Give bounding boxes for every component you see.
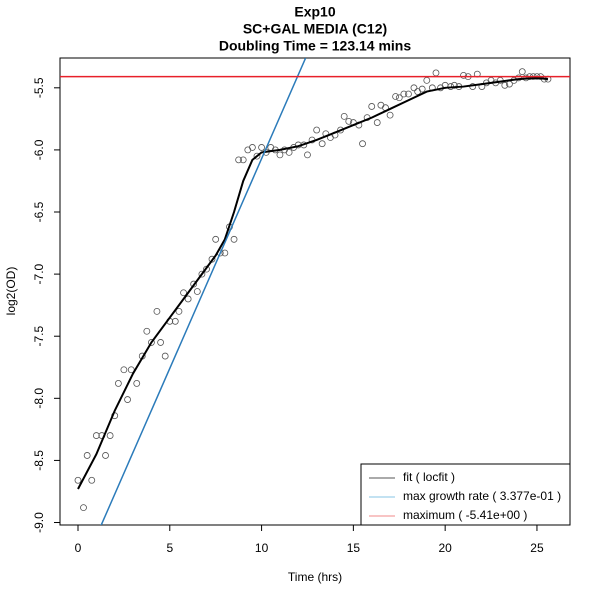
data-point — [418, 85, 426, 93]
x-tick-label: 0 — [75, 541, 82, 555]
y-tick-label: -8.0 — [32, 388, 46, 409]
data-point — [180, 289, 187, 297]
data-point — [450, 81, 458, 89]
data-point — [460, 71, 467, 79]
x-tick-label: 5 — [166, 541, 173, 555]
data-point — [304, 151, 311, 159]
data-point — [193, 288, 201, 295]
data-point — [345, 117, 353, 125]
y-tick-label: -5.5 — [32, 77, 46, 98]
data-point — [392, 93, 399, 100]
data-point — [515, 74, 522, 82]
data-point — [120, 366, 128, 374]
data-point — [212, 235, 220, 243]
data-point — [148, 339, 155, 346]
legend-box — [360, 463, 571, 526]
series-line — [100, 58, 307, 525]
data-point — [74, 476, 82, 484]
data-point — [253, 152, 261, 160]
data-point — [248, 144, 256, 151]
data-point — [230, 235, 238, 243]
chart-title: Exp10 — [294, 4, 335, 20]
data-point — [258, 144, 265, 151]
x-tick-label: 20 — [438, 541, 452, 555]
data-point — [143, 327, 151, 335]
data-point — [88, 476, 96, 484]
data-point — [203, 265, 210, 273]
y-tick-label: -7.0 — [32, 263, 46, 284]
legend-label: maximum ( -5.41e+00 ) — [403, 508, 527, 522]
legend-label: fit ( locfit ) — [403, 470, 455, 484]
chart-subtitle: SC+GAL MEDIA (C12) — [243, 21, 387, 37]
data-point — [239, 156, 247, 164]
plot-area — [60, 58, 570, 525]
y-tick-label: -6.5 — [32, 201, 46, 222]
data-point — [83, 452, 91, 459]
y-tick-label: -9.0 — [32, 512, 46, 533]
y-tick-label: -8.5 — [32, 450, 46, 471]
data-point — [501, 81, 509, 89]
data-point — [221, 249, 229, 257]
x-axis-label: Time (hrs) — [288, 570, 342, 584]
data-point — [190, 280, 198, 288]
data-point — [157, 339, 165, 346]
data-point — [114, 380, 122, 387]
annotation: Doubling Time = 123.14 mins — [219, 38, 412, 54]
x-tick-label: 10 — [255, 541, 269, 555]
x-tick-label: 25 — [530, 541, 544, 555]
data-point — [410, 84, 418, 92]
data-point — [171, 317, 179, 325]
data-point — [313, 126, 321, 134]
data-point — [340, 112, 348, 120]
data-point — [400, 90, 408, 98]
data-point — [106, 432, 114, 439]
x-tick-label: 15 — [347, 541, 361, 555]
data-point — [518, 68, 526, 76]
y-tick-label: -7.5 — [32, 326, 46, 347]
series-line — [77, 76, 549, 490]
legend-label: max growth rate ( 3.377e-01 ) — [403, 489, 561, 503]
data-point — [208, 255, 216, 263]
data-point — [359, 140, 366, 148]
data-point — [161, 352, 169, 360]
data-point — [102, 452, 109, 459]
data-point — [276, 151, 284, 159]
y-tick-label: -6.0 — [32, 139, 46, 160]
data-point — [235, 156, 243, 164]
data-point — [153, 307, 161, 315]
data-point — [405, 90, 412, 98]
data-point — [386, 111, 394, 119]
data-point — [285, 148, 293, 156]
plot-frame — [59, 57, 571, 526]
y-axis-label: log2(OD) — [4, 267, 18, 316]
data-point — [124, 396, 131, 403]
data-point — [198, 270, 206, 278]
data-point — [184, 295, 192, 303]
data-point — [318, 140, 326, 148]
data-point — [92, 432, 100, 439]
data-point — [368, 103, 376, 110]
data-point — [175, 307, 183, 315]
data-point — [373, 119, 381, 126]
data-point — [395, 94, 403, 102]
data-point — [80, 504, 87, 512]
data-point — [133, 380, 141, 387]
